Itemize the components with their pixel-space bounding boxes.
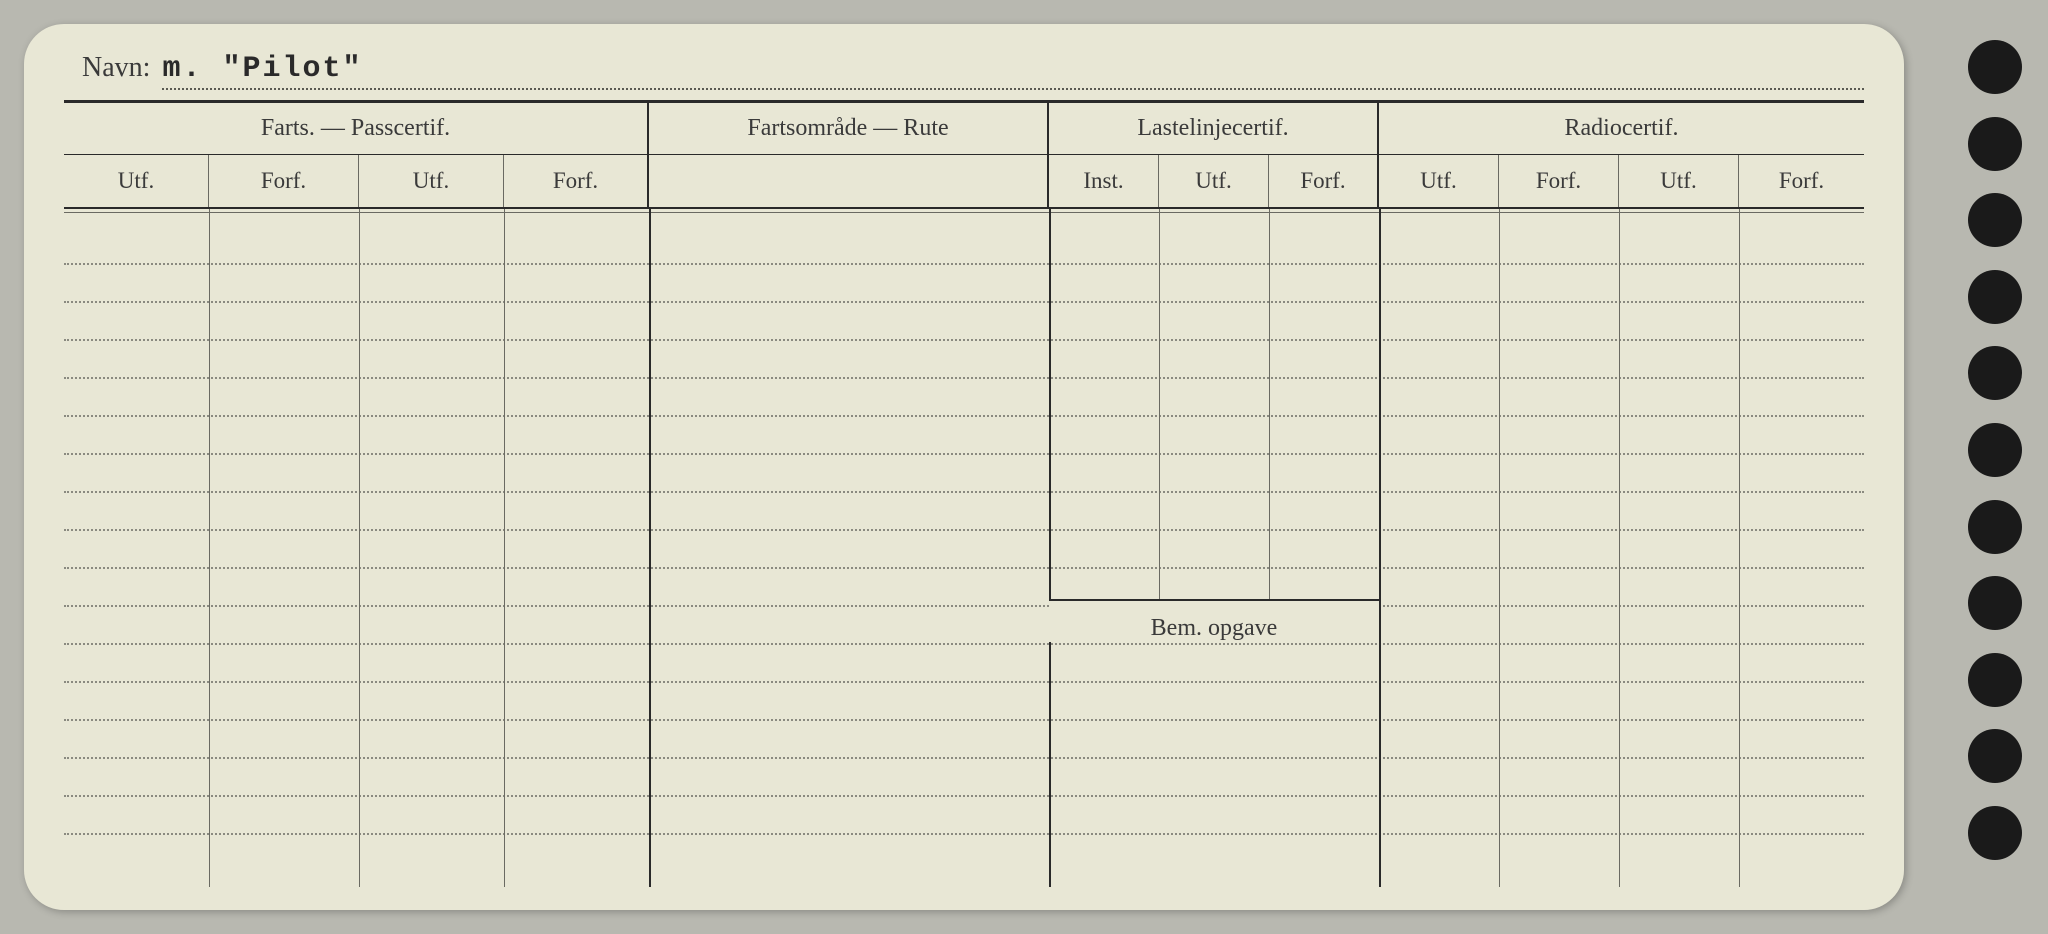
punch-hole [1968,653,2022,707]
table-row [64,341,1864,379]
punch-holes [1960,30,2030,900]
table-row [64,455,1864,493]
double-rule [64,212,1864,213]
table-body: Bem. opgave [64,207,1864,887]
vline-thin [1159,209,1160,599]
vline-thin [1499,209,1500,887]
col-radio-utf-2: Utf. [1619,155,1739,207]
punch-hole [1968,117,2022,171]
vline-heavy [1379,209,1381,887]
table-row [64,227,1864,265]
col-radio-forf-1: Forf. [1499,155,1619,207]
vline-thin [1739,209,1740,887]
vline-thin [1269,209,1270,599]
section-rute: Fartsområde — Rute [649,103,1049,154]
col-laste-forf: Forf. [1269,155,1379,207]
table-row [64,379,1864,417]
punch-hole [1968,806,2022,860]
table-row [64,569,1864,607]
name-row: Navn: m. "Pilot" [64,52,1864,90]
table-row [64,607,1864,645]
punch-hole [1968,423,2022,477]
table-row [64,797,1864,835]
table-row [64,417,1864,455]
col-utf-2: Utf. [359,155,504,207]
col-forf-2: Forf. [504,155,649,207]
table-row [64,759,1864,797]
table-row [64,303,1864,341]
table-row [64,493,1864,531]
name-label: Navn: [82,52,150,84]
section-farts: Farts. — Passcertif. [64,103,649,154]
vline-heavy [649,209,651,887]
table-row [64,265,1864,303]
name-value: m. "Pilot" [162,52,1864,90]
table-row [64,683,1864,721]
ledger-table: Farts. — Passcertif. Fartsområde — Rute … [64,100,1864,887]
section-laste: Lastelinjecertif. [1049,103,1379,154]
vline-thin [359,209,360,887]
col-radio-utf-1: Utf. [1379,155,1499,207]
col-forf-1: Forf. [209,155,359,207]
col-inst: Inst. [1049,155,1159,207]
header-row-1: Farts. — Passcertif. Fartsområde — Rute … [64,103,1864,155]
punch-hole [1968,500,2022,554]
punch-hole [1968,346,2022,400]
punch-hole [1968,270,2022,324]
vline-thin [209,209,210,887]
section-radio: Radiocertif. [1379,103,1864,154]
vline-thin [1619,209,1620,887]
punch-hole [1968,729,2022,783]
col-radio-forf-2: Forf. [1739,155,1864,207]
dotted-rows [64,227,1864,887]
col-rute [649,155,1049,207]
table-row [64,721,1864,759]
table-row [64,531,1864,569]
col-laste-utf: Utf. [1159,155,1269,207]
table-row [64,645,1864,683]
header-row-2: Utf. Forf. Utf. Forf. Inst. Utf. Forf. U… [64,155,1864,207]
record-card: Navn: m. "Pilot" Farts. — Passcertif. Fa… [24,24,1904,910]
punch-hole [1968,193,2022,247]
punch-hole [1968,576,2022,630]
col-utf-1: Utf. [64,155,209,207]
bem-opgave-header: Bem. opgave [1049,599,1379,642]
punch-hole [1968,40,2022,94]
vline-heavy [1049,209,1051,887]
vline-thin [504,209,505,887]
